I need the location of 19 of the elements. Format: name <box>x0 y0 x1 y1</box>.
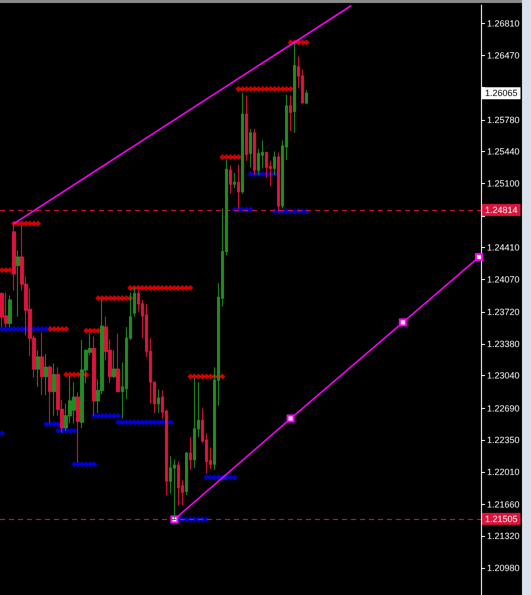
y-tick-label: 1.23720 <box>487 307 520 318</box>
y-tick-label: 1.26810 <box>487 18 520 29</box>
y-tick-label: 1.21320 <box>487 531 520 542</box>
y-tick-label: 1.20980 <box>487 562 520 573</box>
y-tick-label: 1.23040 <box>487 370 520 381</box>
y-tick-label: 1.22350 <box>487 435 520 446</box>
y-tick-label: 1.26470 <box>487 50 520 60</box>
y-tick-label: 1.23380 <box>487 338 520 349</box>
y-tick-label: 1.22010 <box>487 466 520 477</box>
ref-line-label: 1.24814 <box>485 205 518 216</box>
y-tick-label: 1.25780 <box>487 114 520 125</box>
y-tick-label: 1.24070 <box>487 274 520 284</box>
y-tick-label: 1.25440 <box>487 146 520 157</box>
y-tick-label: 1.22690 <box>487 403 520 414</box>
y-tick-label: 1.25100 <box>487 178 520 188</box>
y-tick-label: 1.24410 <box>487 242 520 253</box>
y-tick-label: 1.21660 <box>487 499 520 510</box>
annotation: 1.26065 <box>485 88 518 98</box>
ref-line-label: 1.21505 <box>485 514 518 524</box>
